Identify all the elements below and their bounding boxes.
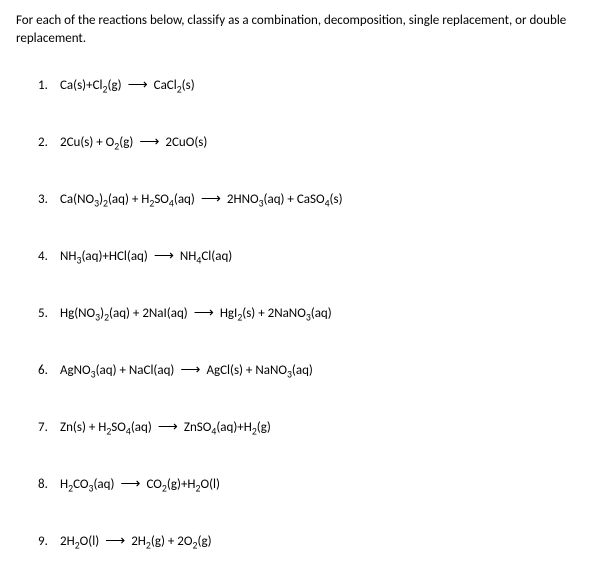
- problem-number: 4.: [38, 249, 60, 264]
- arrow-icon: ⟶: [158, 418, 178, 435]
- problem-number: 2.: [38, 135, 60, 150]
- arrow-icon: ⟶: [154, 247, 174, 264]
- reactants: NH3(aq)+HCl(aq): [60, 249, 148, 264]
- products: NH4Cl(aq): [180, 249, 232, 264]
- equation: 2Cu(s) + O2(g) ⟶ 2CuO(s): [60, 133, 207, 150]
- products: CO2(g)+H2O(l): [146, 477, 219, 492]
- problem-number: 8.: [38, 477, 60, 492]
- equation: Zn(s) + H2SO4(aq) ⟶ ZnSO4(aq)+H2(g): [60, 418, 271, 435]
- instructions-text: For each of the reactions below, classif…: [16, 12, 591, 48]
- problem-item: 6.AgNO3(aq) + NaCl(aq) ⟶ AgCl(s) + NaNO3(a…: [38, 361, 591, 378]
- problem-item: 8.H2CO3(aq) ⟶ CO2(g)+H2O(l): [38, 475, 591, 492]
- equation: Hg(NO3)2(aq) + 2NaI(aq) ⟶ HgI2(s) + 2NaNO3…: [60, 304, 332, 321]
- equation: 2H2O(l) ⟶ 2H2(g) + 2O2(g): [60, 532, 212, 549]
- equation: NH3(aq)+HCl(aq) ⟶ NH4Cl(aq): [60, 247, 232, 264]
- problem-number: 1.: [38, 78, 60, 93]
- problem-item: 7.Zn(s) + H2SO4(aq) ⟶ ZnSO4(aq)+H2(g): [38, 418, 591, 435]
- arrow-icon: ⟶: [194, 304, 214, 321]
- problem-item: 2.2Cu(s) + O2(g) ⟶ 2CuO(s): [38, 133, 591, 150]
- problem-list: 1.Ca(s)+Cl2(g) ⟶ CaCl2(s) 2.2Cu(s) + O2(g) ⟶…: [16, 76, 591, 549]
- arrow-icon: ⟶: [201, 190, 221, 207]
- arrow-icon: ⟶: [105, 532, 125, 549]
- equation: Ca(s)+Cl2(g) ⟶ CaCl2(s): [60, 76, 195, 93]
- products: ZnSO4(aq)+H2(g): [184, 420, 271, 435]
- equation: AgNO3(aq) + NaCl(aq) ⟶ AgCl(s) + NaNO3(aq): [60, 361, 313, 378]
- products: HgI2(s) + 2NaNO3(aq): [220, 306, 332, 321]
- reactants: AgNO3(aq) + NaCl(aq): [60, 363, 174, 378]
- problem-item: 4.NH3(aq)+HCl(aq) ⟶ NH4Cl(aq): [38, 247, 591, 264]
- equation: Ca(NO3)2(aq) + H2SO4(aq) ⟶ 2HNO3(aq) + CaS…: [60, 190, 343, 207]
- problem-number: 3.: [38, 192, 60, 207]
- reactants: Zn(s) + H2SO4(aq): [60, 420, 152, 435]
- products: CaCl2(s): [154, 78, 195, 93]
- products: 2H2(g) + 2O2(g): [131, 534, 211, 549]
- problem-number: 6.: [38, 363, 60, 378]
- arrow-icon: ⟶: [128, 76, 148, 93]
- products: 2HNO3(aq) + CaSO4(s): [227, 192, 343, 207]
- arrow-icon: ⟶: [139, 133, 159, 150]
- arrow-icon: ⟶: [180, 361, 200, 378]
- problem-item: 5.Hg(NO3)2(aq) + 2NaI(aq) ⟶ HgI2(s) + 2NaN…: [38, 304, 591, 321]
- reactants: Ca(s)+Cl2(g): [60, 78, 122, 93]
- problem-item: 1.Ca(s)+Cl2(g) ⟶ CaCl2(s): [38, 76, 591, 93]
- reactants: 2H2O(l): [60, 534, 99, 549]
- arrow-icon: ⟶: [120, 475, 140, 492]
- reactants: Hg(NO3)2(aq) + 2NaI(aq): [60, 306, 188, 321]
- problem-number: 9.: [38, 534, 60, 549]
- products: 2CuO(s): [165, 135, 207, 150]
- reactants: Ca(NO3)2(aq) + H2SO4(aq): [60, 192, 195, 207]
- equation: H2CO3(aq) ⟶ CO2(g)+H2O(l): [60, 475, 220, 492]
- problem-item: 9.2H2O(l) ⟶ 2H2(g) + 2O2(g): [38, 532, 591, 549]
- reactants: H2CO3(aq): [60, 477, 114, 492]
- reactants: 2Cu(s) + O2(g): [60, 135, 133, 150]
- products: AgCl(s) + NaNO3(aq): [206, 363, 312, 378]
- problem-item: 3.Ca(NO3)2(aq) + H2SO4(aq) ⟶ 2HNO3(aq) + C…: [38, 190, 591, 207]
- problem-number: 5.: [38, 306, 60, 321]
- problem-number: 7.: [38, 420, 60, 435]
